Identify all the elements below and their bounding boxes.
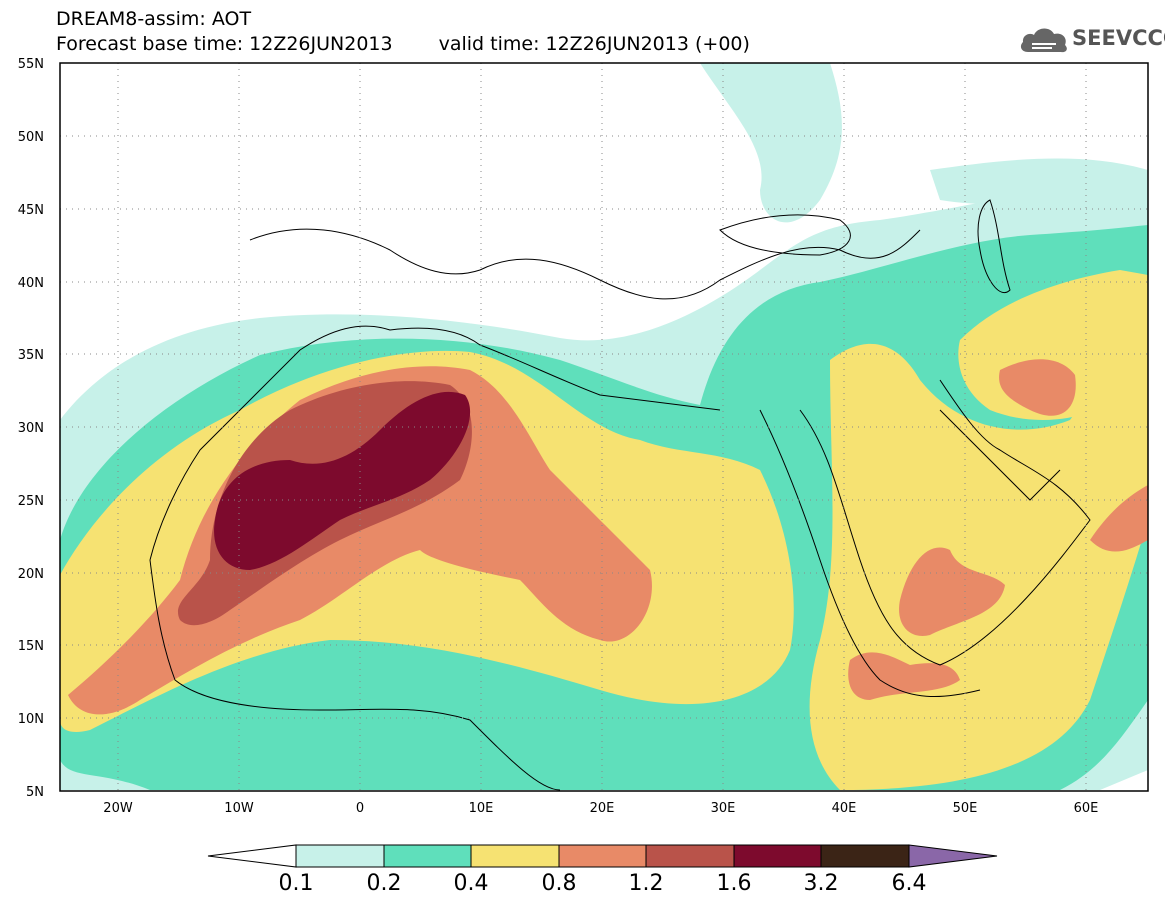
colorbar-label: 1.2: [628, 871, 664, 896]
coast-africa-west: [149, 325, 721, 561]
lat-label: 20N: [18, 567, 44, 582]
lon-label: 10E: [469, 801, 494, 816]
lat-label: 5N: [26, 785, 44, 800]
aot-level-0.1-caspian: [930, 158, 1148, 205]
lon-label: 20E: [590, 801, 615, 816]
colorbar-swatch: [470, 844, 560, 868]
colorbar-swatch: [295, 844, 385, 868]
lon-label: 0: [356, 801, 364, 816]
lat-label: 40N: [18, 276, 44, 291]
colorbar-low-arrow: [207, 844, 297, 868]
lat-label: 15N: [18, 639, 44, 654]
aot-level-1.6: [214, 391, 471, 570]
logo-text: SEEVCCC: [1072, 26, 1165, 50]
coast-africa-gulf: [149, 559, 561, 791]
aot-level-0.1-north: [700, 63, 842, 223]
colorbar-label: 0.1: [278, 871, 314, 896]
lon-label: 50E: [953, 801, 978, 816]
graticule: [60, 63, 1148, 791]
aot-level-0.8-iran: [999, 359, 1076, 416]
coastlines: [149, 199, 1091, 791]
coast-europe: [249, 228, 921, 300]
map-frame: [59, 62, 1149, 792]
colorbar-label: 0.2: [366, 871, 402, 896]
colorbar-label: 1.6: [716, 871, 752, 896]
colorbar-high-arrow: [908, 844, 998, 868]
coast-caspian: [977, 199, 1011, 293]
colorbar: [207, 844, 998, 868]
lat-label: 30N: [18, 421, 44, 436]
colorbar-label: 0.8: [541, 871, 577, 896]
colorbar-swatch: [733, 844, 822, 868]
lat-labels: 55N 50N 45N 40N 35N 30N 25N 20N 15N 10N …: [18, 57, 44, 800]
colorbar-swatch: [558, 844, 647, 868]
coast-arabia: [799, 379, 1091, 666]
coast-gulf: [939, 409, 1061, 501]
lon-label: 10W: [224, 801, 254, 816]
colorbar-label: 6.4: [891, 871, 927, 896]
valid-time: valid time: 12Z26JUN2013 (+00): [438, 33, 750, 55]
lat-label: 10N: [18, 712, 44, 727]
aot-level-0.8-pak: [1090, 485, 1148, 552]
lat-label: 25N: [18, 494, 44, 509]
aot-level-0.8-horn: [848, 652, 960, 700]
colorbar-swatch: [645, 844, 735, 868]
colorbar-swatch: [383, 844, 472, 868]
lat-label: 45N: [18, 203, 44, 218]
time-line: Forecast base time: 12Z26JUN2013 valid ti…: [56, 34, 750, 54]
lon-label: 60E: [1074, 801, 1099, 816]
seevccc-logo: SEEVCCC: [1018, 22, 1165, 58]
cloud-icon: [1020, 28, 1067, 53]
aot-level-0.8: [68, 366, 652, 715]
aot-field: [60, 63, 1148, 790]
map-title: DREAM8-assim: AOT: [56, 8, 252, 30]
lon-label: 30E: [711, 801, 736, 816]
lat-label: 55N: [18, 57, 44, 72]
lon-label: 40E: [832, 801, 857, 816]
lon-labels: 20W 10W 0 10E 20E 30E 40E 50E 60E: [103, 801, 1098, 816]
colorbar-label: 0.4: [453, 871, 489, 896]
colorbar-swatch: [820, 844, 910, 868]
lat-label: 50N: [18, 130, 44, 145]
colorbar-label: 3.2: [803, 871, 839, 896]
lon-label: 20W: [103, 801, 133, 816]
lat-label: 35N: [18, 348, 44, 363]
aot-level-0.8-arabia: [899, 547, 1005, 636]
coast-black-sea: [719, 214, 851, 256]
base-time: Forecast base time: 12Z26JUN2013: [56, 33, 393, 55]
coast-redsea: [759, 409, 981, 697]
